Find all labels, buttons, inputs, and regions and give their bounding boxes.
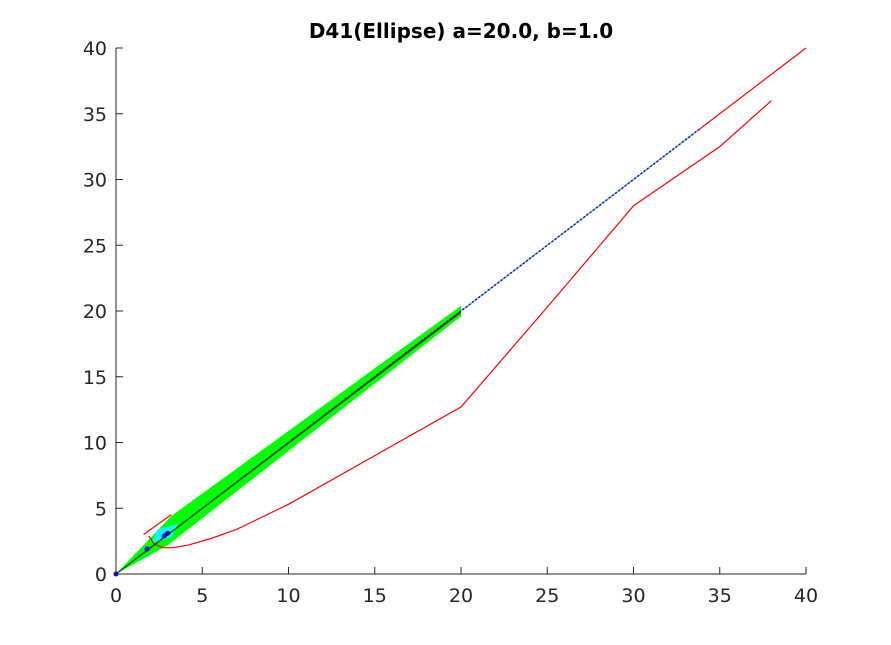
y-tick-label: 0 bbox=[95, 564, 107, 586]
x-tick-label: 40 bbox=[794, 585, 818, 607]
x-tick-label: 25 bbox=[535, 585, 559, 607]
y-tick-label: 40 bbox=[83, 38, 107, 60]
data-point-1 bbox=[144, 546, 150, 552]
series-line-6 bbox=[115, 311, 462, 575]
y-tick-label: 10 bbox=[83, 433, 107, 455]
y-tick-label: 15 bbox=[83, 367, 107, 389]
x-tick-label: 5 bbox=[196, 585, 208, 607]
series-line-3 bbox=[143, 514, 172, 535]
x-tick-label: 0 bbox=[110, 585, 122, 607]
y-tick-label: 35 bbox=[83, 104, 107, 126]
filled-region-1 bbox=[116, 305, 461, 574]
y-tick-label: 20 bbox=[83, 301, 107, 323]
axes: 0 5 10 15 20 25 30 35 40 0 5 10 15 20 25 30 35 40 bbox=[83, 38, 818, 607]
chart-title: D41(Ellipse) a=20.0, b=1.0 bbox=[309, 19, 613, 43]
series-line-2 bbox=[148, 100, 772, 549]
series-line-4 bbox=[115, 128, 700, 575]
x-tick-label: 10 bbox=[276, 585, 300, 607]
x-tick-label: 35 bbox=[708, 585, 732, 607]
data-point-3 bbox=[165, 530, 171, 536]
x-tick-label: 20 bbox=[449, 585, 473, 607]
y-tick-label: 25 bbox=[83, 235, 107, 257]
y-tick-label: 5 bbox=[95, 498, 107, 520]
x-tick-label: 15 bbox=[363, 585, 387, 607]
filled-region-2 bbox=[152, 524, 179, 543]
y-tick-label: 30 bbox=[83, 170, 107, 192]
plot-area bbox=[113, 47, 807, 577]
x-tick-label: 30 bbox=[621, 585, 645, 607]
data-point-2 bbox=[161, 533, 167, 539]
